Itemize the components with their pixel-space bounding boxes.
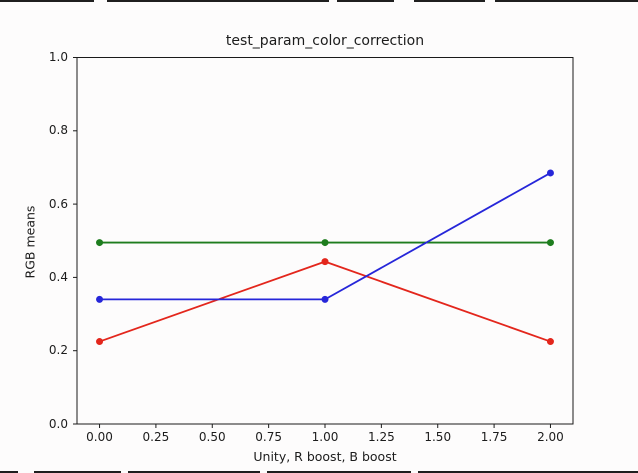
x-tick-label: 2.00 bbox=[537, 430, 564, 444]
y-tick-label: 0.8 bbox=[48, 123, 68, 138]
y-tick-label: 0.4 bbox=[48, 269, 68, 284]
x-axis-label: Unity, R boost, B boost bbox=[253, 449, 397, 464]
data-point-marker-green bbox=[96, 239, 104, 247]
x-tick-label: 1.75 bbox=[480, 430, 508, 444]
data-point-marker-green bbox=[546, 239, 554, 247]
x-tick-label: 0.50 bbox=[198, 430, 226, 444]
y-tick-label: 0.2 bbox=[48, 343, 68, 358]
data-point-marker-blue bbox=[321, 295, 329, 303]
y-tick-label: 1.0 bbox=[48, 50, 68, 64]
data-point-marker-red bbox=[321, 258, 329, 266]
window-top-edge-artifact bbox=[0, 0, 638, 2]
x-tick-label: 1.25 bbox=[368, 430, 395, 444]
data-point-marker-blue bbox=[96, 295, 104, 303]
series-line-blue bbox=[99, 172, 551, 301]
x-tick-label: 0.75 bbox=[255, 430, 282, 444]
x-tick-label: 0.00 bbox=[86, 430, 113, 444]
x-tick-label: 1.00 bbox=[311, 430, 339, 444]
x-tick-label: 1.50 bbox=[424, 430, 452, 444]
data-point-marker-red bbox=[546, 338, 554, 346]
data-point-marker-red bbox=[96, 338, 104, 346]
y-tick-label: 0.0 bbox=[48, 416, 68, 431]
y-tick-label: 0.6 bbox=[48, 196, 68, 211]
window-bottom-edge-artifact bbox=[0, 471, 638, 473]
chart-title: test_param_color_correction bbox=[225, 33, 425, 49]
data-point-marker-blue bbox=[546, 169, 554, 177]
x-tick-label: 0.25 bbox=[142, 430, 170, 444]
data-point-marker-green bbox=[321, 239, 329, 247]
